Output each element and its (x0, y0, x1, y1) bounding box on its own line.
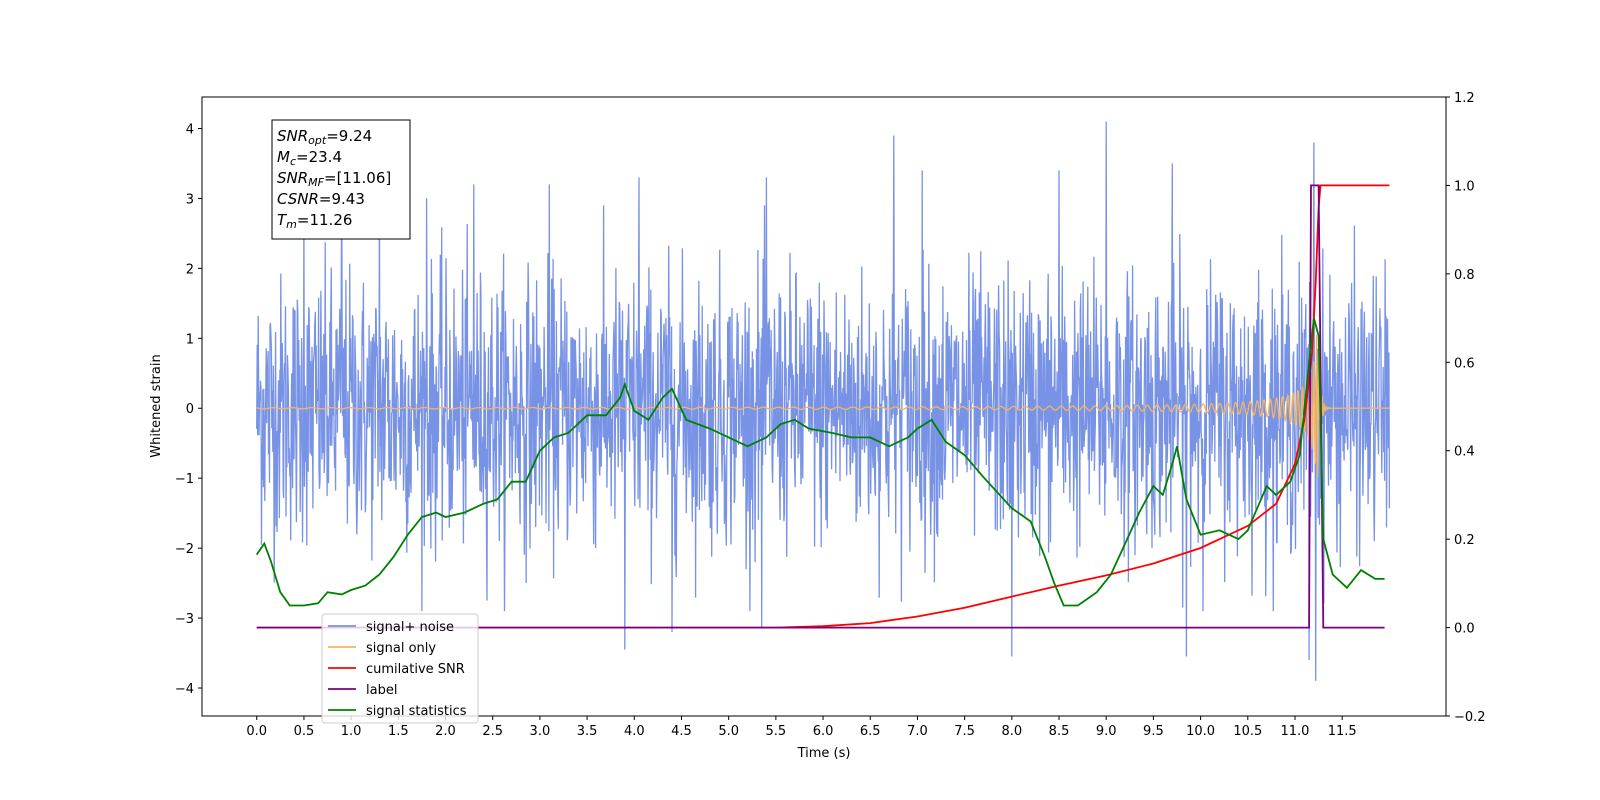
series-line-label (256, 184, 1385, 629)
x-tick-label: 3.5 (577, 724, 598, 739)
x-tick-label: 4.5 (671, 724, 692, 739)
y-right-tick-label: 1.2 (1454, 91, 1475, 106)
x-tick-label: 10.0 (1186, 724, 1215, 739)
legend: signal+ noise signal only cumilative SNR la… (321, 613, 479, 724)
x-tick-label: 6.5 (860, 724, 881, 739)
legend-label: signal+ noise (366, 620, 454, 635)
annotation-box: SNRopt=9.24Mc=23.4SNRMF=[11.06]CSNR=9.43… (271, 119, 411, 240)
x-tick-label: 8.5 (1049, 724, 1070, 739)
y-right-tick-label: −0.2 (1454, 710, 1486, 725)
legend-label: signal statistics (366, 704, 467, 719)
y-axis-label: Whitened strain (149, 354, 164, 457)
x-tick-label: 5.5 (766, 724, 787, 739)
y-right-tick-label: 1.0 (1454, 179, 1475, 194)
x-tick-label: 8.0 (1001, 724, 1022, 739)
y-axis-right-ticks: 1.2 1.0 0.8 0.6 0.4 0.2 0.0 −0.2 (1446, 91, 1486, 725)
annotation-line: CSNR=9.43 (277, 190, 365, 208)
y-right-tick-label: 0.6 (1454, 356, 1475, 371)
plot-frame (201, 96, 1447, 717)
legend-label: signal only (366, 641, 436, 656)
annotation-line: SNRMF=[11.06] (277, 169, 391, 189)
annotation-line: Tm=11.26 (277, 211, 352, 231)
y-left-tick-label: 1 (186, 332, 194, 347)
x-tick-label: 0.0 (246, 724, 267, 739)
x-axis-label: Time (s) (797, 746, 851, 761)
x-tick-label: 9.5 (1143, 724, 1164, 739)
y-left-tick-label: −3 (175, 612, 194, 627)
x-tick-label: 2.5 (482, 724, 503, 739)
y-left-tick-label: 4 (186, 122, 194, 137)
x-tick-label: 1.5 (388, 724, 409, 739)
series-line-cumilative-snr (256, 184, 1390, 629)
annotation-frame (271, 119, 411, 240)
y-left-tick-label: 0 (186, 402, 194, 417)
x-tick-label: 11.0 (1281, 724, 1310, 739)
y-left-tick-label: −4 (175, 682, 194, 697)
x-tick-label: 10.5 (1233, 724, 1262, 739)
x-tick-label: 11.5 (1328, 724, 1357, 739)
series-line-signal-only (256, 334, 1390, 478)
x-tick-label: 4.0 (624, 724, 645, 739)
x-tick-label: 2.0 (435, 724, 456, 739)
legend-label: label (366, 683, 397, 698)
y-right-tick-label: 0.0 (1454, 622, 1475, 637)
annotation-line: Mc=23.4 (277, 148, 342, 168)
y-left-tick-label: 3 (186, 192, 194, 207)
x-tick-label: 7.5 (954, 724, 975, 739)
y-right-tick-label: 0.4 (1454, 445, 1475, 460)
x-tick-label: 1.0 (341, 724, 362, 739)
annotation-line: SNRopt=9.24 (277, 127, 372, 147)
x-tick-label: 5.0 (718, 724, 739, 739)
legend-frame (321, 613, 479, 724)
x-tick-label: 9.0 (1096, 724, 1117, 739)
series-line-signal-statistics (255, 317, 1385, 607)
x-tick-label: 7.0 (907, 724, 928, 739)
y-right-tick-label: 0.2 (1454, 533, 1475, 548)
y-left-tick-label: 2 (186, 262, 194, 277)
y-left-tick-label: −1 (175, 472, 194, 487)
y-axis-left-ticks: 4 3 2 1 0 −1 −2 −3 −4 (175, 122, 202, 697)
y-right-tick-label: 0.8 (1454, 268, 1475, 283)
legend-label: cumilative SNR (366, 662, 465, 677)
series-layer (255, 121, 1391, 682)
series-line-signal-noise (256, 121, 1391, 682)
x-tick-label: 3.0 (530, 724, 551, 739)
x-axis-ticks: 0.0 0.5 1.0 1.5 2.0 2.5 3.0 3.5 4.0 4.5 5.0 5.5 6.0 6… (246, 716, 1357, 739)
x-tick-label: 0.5 (294, 724, 315, 739)
y-left-tick-label: −2 (175, 542, 194, 557)
x-tick-label: 6.0 (813, 724, 834, 739)
